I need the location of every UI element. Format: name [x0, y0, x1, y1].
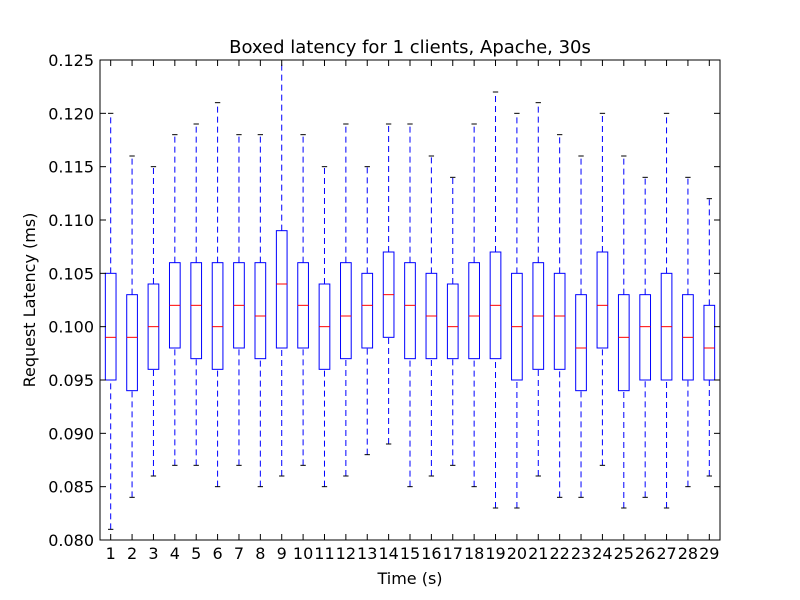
x-tick-label: 15 — [400, 544, 420, 563]
x-tick-label: 11 — [314, 544, 334, 563]
box — [190, 262, 203, 360]
box — [596, 251, 609, 349]
x-tick-label: 12 — [336, 544, 356, 563]
y-tick-label: 0.115 — [48, 158, 94, 177]
x-tick-label: 22 — [549, 544, 569, 563]
x-tick-label: 9 — [277, 544, 287, 563]
box — [553, 272, 566, 370]
y-axis-label: Request Latency (ms) — [20, 213, 39, 388]
box — [446, 283, 459, 360]
y-tick-label: 0.085 — [48, 478, 94, 497]
x-tick-label: 2 — [127, 544, 137, 563]
x-tick-label: 6 — [212, 544, 222, 563]
box — [639, 294, 652, 381]
x-tick-label: 19 — [485, 544, 505, 563]
x-tick-label: 26 — [635, 544, 655, 563]
x-tick-label: 10 — [293, 544, 313, 563]
y-tick-label: 0.125 — [48, 51, 94, 70]
y-tick-label: 0.080 — [48, 531, 94, 550]
x-tick-label: 7 — [234, 544, 244, 563]
x-tick-label: 14 — [378, 544, 398, 563]
x-tick-label: 1 — [106, 544, 116, 563]
x-tick-label: 21 — [528, 544, 548, 563]
x-tick-label: 24 — [592, 544, 612, 563]
y-tick-label: 0.110 — [48, 211, 94, 230]
x-tick-label: 17 — [443, 544, 463, 563]
x-tick-label: 8 — [255, 544, 265, 563]
box — [575, 294, 587, 392]
box — [340, 262, 352, 360]
x-tick-label: 16 — [421, 544, 441, 563]
box — [703, 304, 716, 381]
x-tick-label: 27 — [656, 544, 676, 563]
x-tick-label: 29 — [699, 544, 719, 563]
x-tick-label: 28 — [678, 544, 698, 563]
x-tick-label: 4 — [170, 544, 180, 563]
y-tick-label: 0.095 — [48, 371, 94, 390]
x-tick-label: 25 — [614, 544, 634, 563]
box — [404, 262, 416, 360]
box — [275, 230, 288, 349]
box — [126, 294, 138, 392]
box — [254, 262, 267, 360]
x-axis-label: Time (s) — [376, 569, 442, 588]
x-tick-label: 18 — [464, 544, 484, 563]
y-tick-label: 0.120 — [48, 104, 94, 123]
y-tick-label: 0.100 — [48, 318, 94, 337]
box — [104, 272, 117, 381]
chart-title: Boxed latency for 1 clients, Apache, 30s — [229, 37, 591, 58]
x-tick-label: 13 — [357, 544, 377, 563]
plot-area: 0.080 0.085 0.090 0.095 0.100 0.105 0.110 0.115… — [48, 51, 721, 563]
x-tick-label: 3 — [148, 544, 158, 563]
box — [211, 262, 224, 370]
box — [468, 262, 480, 360]
x-tick-label: 20 — [507, 544, 527, 563]
box — [617, 294, 630, 392]
box — [361, 272, 374, 349]
x-tick-label: 23 — [571, 544, 591, 563]
y-tick-label: 0.105 — [48, 264, 94, 283]
x-tick-label: 5 — [191, 544, 201, 563]
y-tick-label: 0.090 — [48, 424, 94, 443]
